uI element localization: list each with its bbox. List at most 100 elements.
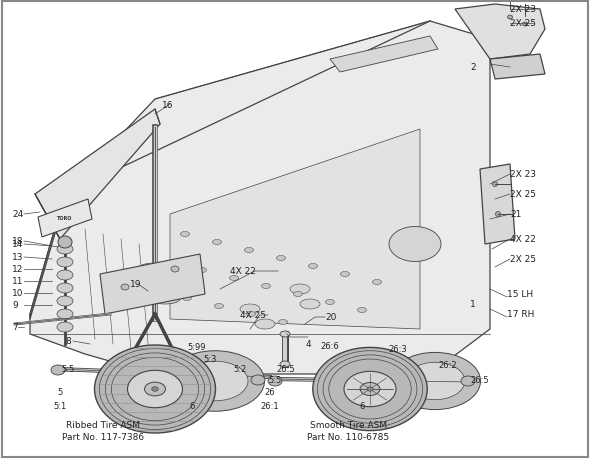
Ellipse shape [57, 245, 73, 254]
Text: 2X 25: 2X 25 [510, 19, 536, 28]
Text: 6: 6 [189, 402, 195, 411]
Ellipse shape [300, 299, 320, 309]
Text: 26:2: 26:2 [439, 361, 457, 369]
Text: 26:1: 26:1 [261, 402, 279, 411]
Text: 24: 24 [12, 210, 23, 219]
Ellipse shape [268, 376, 282, 386]
Ellipse shape [57, 309, 73, 319]
Ellipse shape [280, 361, 290, 367]
Ellipse shape [240, 304, 260, 314]
Ellipse shape [182, 361, 248, 401]
Ellipse shape [389, 353, 480, 410]
Text: 2X 25: 2X 25 [510, 255, 536, 264]
Text: 5:1: 5:1 [53, 402, 67, 411]
Ellipse shape [358, 308, 366, 313]
Text: TORO: TORO [57, 216, 73, 221]
Ellipse shape [523, 23, 527, 27]
Polygon shape [455, 5, 545, 60]
Ellipse shape [152, 387, 158, 392]
Ellipse shape [198, 268, 206, 273]
Text: 16: 16 [162, 100, 173, 109]
Text: 11: 11 [12, 277, 24, 286]
Ellipse shape [51, 365, 65, 375]
Text: 10: 10 [12, 289, 24, 298]
Polygon shape [30, 22, 490, 374]
Ellipse shape [278, 320, 287, 325]
Ellipse shape [171, 266, 179, 272]
Ellipse shape [507, 16, 513, 20]
Ellipse shape [277, 256, 286, 261]
Polygon shape [330, 37, 438, 73]
Text: 5:2: 5:2 [234, 365, 247, 374]
Ellipse shape [340, 272, 349, 277]
Ellipse shape [166, 351, 264, 411]
Ellipse shape [496, 212, 500, 217]
Polygon shape [490, 55, 545, 80]
Text: Ribbed Tire ASM
Part No. 117-7386: Ribbed Tire ASM Part No. 117-7386 [62, 420, 145, 442]
Text: 26:5: 26:5 [471, 375, 489, 385]
Text: 26:5: 26:5 [277, 365, 296, 374]
Ellipse shape [57, 270, 73, 280]
Ellipse shape [182, 296, 192, 301]
Ellipse shape [57, 297, 73, 306]
Polygon shape [480, 165, 515, 245]
Ellipse shape [121, 285, 129, 291]
Ellipse shape [255, 319, 275, 329]
Text: 2X 25: 2X 25 [510, 190, 536, 199]
Ellipse shape [326, 300, 335, 305]
Ellipse shape [94, 345, 215, 433]
Ellipse shape [145, 382, 165, 396]
Ellipse shape [230, 276, 238, 281]
Ellipse shape [290, 285, 310, 294]
Text: 9: 9 [12, 301, 18, 310]
Ellipse shape [150, 294, 180, 304]
Ellipse shape [57, 322, 73, 332]
Ellipse shape [215, 304, 224, 309]
Text: 26:3: 26:3 [389, 345, 407, 354]
Text: 15 LH: 15 LH [507, 290, 533, 299]
Text: 21: 21 [510, 210, 522, 219]
Text: 19: 19 [130, 280, 142, 289]
Ellipse shape [137, 263, 172, 275]
Text: 13: 13 [12, 253, 24, 262]
Ellipse shape [405, 363, 465, 400]
Text: 4: 4 [305, 340, 311, 349]
Ellipse shape [344, 371, 396, 407]
Ellipse shape [57, 257, 73, 268]
Text: Smooth Tire ASM
Part No. 110-6785: Smooth Tire ASM Part No. 110-6785 [307, 420, 389, 442]
Polygon shape [38, 200, 92, 237]
Text: 26:6: 26:6 [320, 342, 339, 351]
Text: 20: 20 [325, 313, 336, 322]
Polygon shape [170, 130, 420, 329]
Text: 2X 23: 2X 23 [510, 170, 536, 179]
Ellipse shape [244, 248, 254, 253]
Text: 6: 6 [359, 402, 365, 411]
Ellipse shape [58, 245, 66, 251]
Polygon shape [35, 110, 160, 240]
Text: eReplacementParts.com: eReplacementParts.com [185, 230, 405, 248]
Ellipse shape [280, 331, 290, 337]
Text: 8: 8 [65, 337, 71, 346]
Text: 4X 25: 4X 25 [240, 311, 266, 320]
Ellipse shape [389, 227, 441, 262]
Text: 12: 12 [12, 265, 24, 274]
Text: 4X 22: 4X 22 [510, 235, 536, 244]
Ellipse shape [293, 292, 303, 297]
Text: 5:5: 5:5 [268, 375, 281, 385]
Ellipse shape [57, 283, 73, 293]
Text: 5:3: 5:3 [204, 355, 217, 364]
Ellipse shape [360, 383, 380, 396]
Text: 1: 1 [470, 300, 476, 309]
Ellipse shape [367, 387, 373, 391]
Ellipse shape [313, 347, 427, 431]
Ellipse shape [372, 280, 382, 285]
Text: 5:5: 5:5 [61, 365, 74, 374]
Text: 14: 14 [12, 240, 24, 249]
Ellipse shape [461, 376, 475, 386]
Text: 2: 2 [470, 63, 476, 73]
Ellipse shape [212, 240, 221, 245]
Polygon shape [100, 254, 205, 314]
Ellipse shape [127, 370, 182, 408]
Text: 26: 26 [265, 388, 276, 397]
Text: 7: 7 [12, 323, 18, 332]
